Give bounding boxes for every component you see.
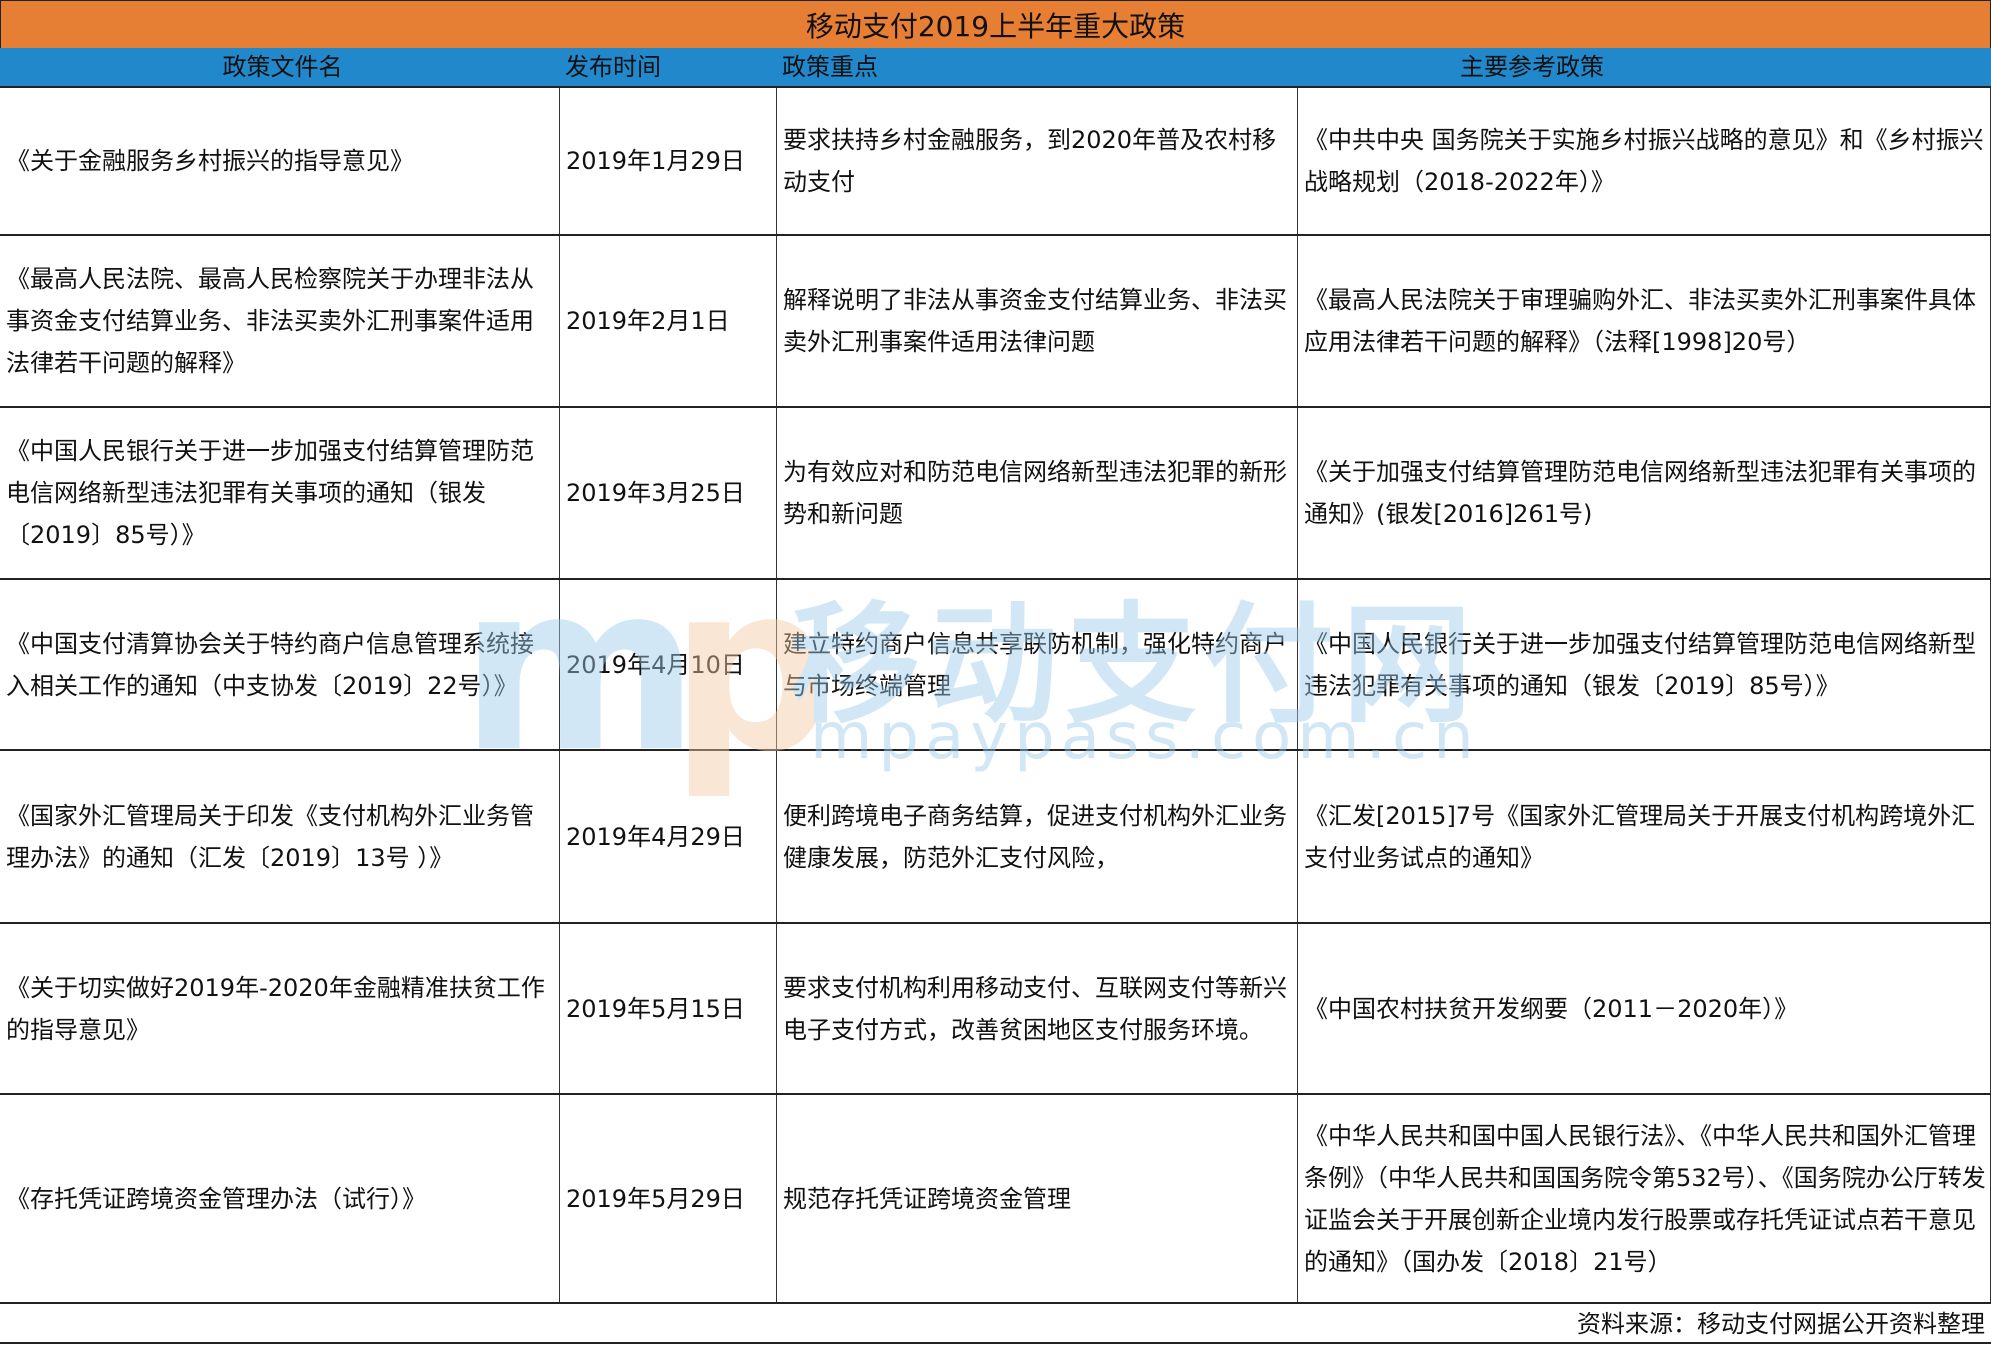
cell-text: 解释说明了非法从事资金支付结算业务、非法买卖外汇刑事案件适用法律问题 xyxy=(783,286,1287,356)
table-title: 移动支付2019上半年重大政策 xyxy=(0,0,1991,49)
policy-focus-cell: 建立特约商户信息共享联防机制，强化特约商户与市场终端管理 xyxy=(776,580,1297,749)
cell-text: 《中国支付清算协会关于特约商户信息管理系统接入相关工作的通知（中支协发〔2019… xyxy=(6,629,534,700)
policy-name-cell: 《中国支付清算协会关于特约商户信息管理系统接入相关工作的通知（中支协发〔2019… xyxy=(0,580,559,749)
policy-focus-cell: 规范存托凭证跨境资金管理 xyxy=(776,1095,1297,1302)
release-date-cell: 2019年5月29日 xyxy=(559,1095,776,1302)
table-header: 政策文件名 发布时间 政策重点 主要参考政策 xyxy=(0,48,1991,88)
release-date-cell: 2019年1月29日 xyxy=(559,88,776,234)
cell-text: 《最高人民法院关于审理骗购外汇、非法买卖外汇刑事案件具体应用法律若干问题的解释》… xyxy=(1304,286,1976,356)
release-date-cell: 2019年4月10日 xyxy=(559,580,776,749)
cell-text: 《关于加强支付结算管理防范电信网络新型违法犯罪有关事项的通知》(银发[2016]… xyxy=(1304,458,1976,528)
column-header-date: 发布时间 xyxy=(565,53,661,81)
cell-text: 要求扶持乡村金融服务，到2020年普及农村移动支付 xyxy=(783,126,1277,196)
cell-text: 《最高人民法院、最高人民检察院关于办理非法从事资金支付结算业务、非法买卖外汇刑事… xyxy=(6,265,534,377)
cell-text: 2019年4月10日 xyxy=(566,650,745,679)
cell-text: 《关于切实做好2019年-2020年金融精准扶贫工作的指导意见》 xyxy=(6,973,545,1044)
table-row: 《关于金融服务乡村振兴的指导意见》 2019年1月29日 要求扶持乡村金融服务，到2… xyxy=(0,88,1991,236)
reference-policy-cell: 《中国农村扶贫开发纲要（2011－2020年）》 xyxy=(1297,924,1991,1093)
policy-name-cell: 《关于切实做好2019年-2020年金融精准扶贫工作的指导意见》 xyxy=(0,924,559,1093)
cell-text: 便利跨境电子商务结算，促进支付机构外汇业务健康发展，防范外汇支付风险， xyxy=(783,801,1287,872)
cell-text: 2019年3月25日 xyxy=(566,479,745,507)
cell-text: 2019年5月29日 xyxy=(566,1184,745,1213)
cell-text: 《中国人民银行关于进一步加强支付结算管理防范电信网络新型违法犯罪有关事项的通知（… xyxy=(6,437,534,549)
cell-text: 《存托凭证跨境资金管理办法（试行）》 xyxy=(6,1184,426,1213)
cell-text: 《中华人民共和国中国人民银行法》、《中华人民共和国外汇管理条例》（中华人民共和国… xyxy=(1304,1121,1986,1276)
cell-text: 2019年4月29日 xyxy=(566,822,745,851)
policy-focus-cell: 便利跨境电子商务结算，促进支付机构外汇业务健康发展，防范外汇支付风险， xyxy=(776,751,1297,922)
release-date-cell: 2019年2月1日 xyxy=(559,236,776,406)
cell-text: 《汇发[2015]7号《国家外汇管理局关于开展支付机构跨境外汇支付业务试点的通知… xyxy=(1304,801,1976,872)
cell-text: 2019年5月15日 xyxy=(566,994,745,1023)
table-row: 《国家外汇管理局关于印发《支付机构外汇业务管理办法》的通知（汇发〔2019〕13… xyxy=(0,751,1991,924)
cell-text: 《中国农村扶贫开发纲要（2011－2020年）》 xyxy=(1304,994,1799,1023)
cell-text: 要求支付机构利用移动支付、互联网支付等新兴电子支付方式，改善贫困地区支付服务环境… xyxy=(783,973,1287,1044)
policy-name-cell: 《最高人民法院、最高人民检察院关于办理非法从事资金支付结算业务、非法买卖外汇刑事… xyxy=(0,236,559,406)
policy-focus-cell: 解释说明了非法从事资金支付结算业务、非法买卖外汇刑事案件适用法律问题 xyxy=(776,236,1297,406)
cell-text: 2019年1月29日 xyxy=(566,147,745,175)
column-header-reference: 主要参考政策 xyxy=(1460,53,1604,81)
cell-text: 为有效应对和防范电信网络新型违法犯罪的新形势和新问题 xyxy=(783,458,1287,528)
reference-policy-cell: 《中共中央 国务院关于实施乡村振兴战略的意见》和《乡村振兴战略规划（2018-2… xyxy=(1297,88,1991,234)
cell-text: 《国家外汇管理局关于印发《支付机构外汇业务管理办法》的通知（汇发〔2019〕13… xyxy=(6,801,534,872)
table-row: 《存托凭证跨境资金管理办法（试行）》 2019年5月29日 规范存托凭证跨境资金管理… xyxy=(0,1095,1991,1304)
reference-policy-cell: 《中国人民银行关于进一步加强支付结算管理防范电信网络新型违法犯罪有关事项的通知（… xyxy=(1297,580,1991,749)
reference-policy-cell: 《最高人民法院关于审理骗购外汇、非法买卖外汇刑事案件具体应用法律若干问题的解释》… xyxy=(1297,236,1991,406)
policy-name-cell: 《中国人民银行关于进一步加强支付结算管理防范电信网络新型违法犯罪有关事项的通知（… xyxy=(0,408,559,578)
table-row: 《中国支付清算协会关于特约商户信息管理系统接入相关工作的通知（中支协发〔2019… xyxy=(0,580,1991,751)
cell-text: 2019年2月1日 xyxy=(566,307,730,335)
policy-name-cell: 《国家外汇管理局关于印发《支付机构外汇业务管理办法》的通知（汇发〔2019〕13… xyxy=(0,751,559,922)
policy-focus-cell: 为有效应对和防范电信网络新型违法犯罪的新形势和新问题 xyxy=(776,408,1297,578)
policy-focus-cell: 要求支付机构利用移动支付、互联网支付等新兴电子支付方式，改善贫困地区支付服务环境… xyxy=(776,924,1297,1093)
table-row: 《最高人民法院、最高人民检察院关于办理非法从事资金支付结算业务、非法买卖外汇刑事… xyxy=(0,236,1991,408)
source-note: 资料来源：移动支付网据公开资料整理 xyxy=(0,1304,1991,1344)
policy-name-cell: 《存托凭证跨境资金管理办法（试行）》 xyxy=(0,1095,559,1302)
cell-text: 《关于金融服务乡村振兴的指导意见》 xyxy=(6,147,414,175)
reference-policy-cell: 《汇发[2015]7号《国家外汇管理局关于开展支付机构跨境外汇支付业务试点的通知… xyxy=(1297,751,1991,922)
reference-policy-cell: 《关于加强支付结算管理防范电信网络新型违法犯罪有关事项的通知》(银发[2016]… xyxy=(1297,408,1991,578)
cell-text: 《中共中央 国务院关于实施乡村振兴战略的意见》和《乡村振兴战略规划（2018-2… xyxy=(1304,126,1984,196)
table-row: 《中国人民银行关于进一步加强支付结算管理防范电信网络新型违法犯罪有关事项的通知（… xyxy=(0,408,1991,580)
policy-focus-cell: 要求扶持乡村金融服务，到2020年普及农村移动支付 xyxy=(776,88,1297,234)
reference-policy-cell: 《中华人民共和国中国人民银行法》、《中华人民共和国外汇管理条例》（中华人民共和国… xyxy=(1297,1095,1991,1302)
cell-text: 《中国人民银行关于进一步加强支付结算管理防范电信网络新型违法犯罪有关事项的通知（… xyxy=(1304,629,1976,700)
release-date-cell: 2019年4月29日 xyxy=(559,751,776,922)
column-header-name: 政策文件名 xyxy=(222,53,343,81)
cell-text: 规范存托凭证跨境资金管理 xyxy=(783,1184,1071,1213)
cell-text: 建立特约商户信息共享联防机制，强化特约商户与市场终端管理 xyxy=(783,629,1287,700)
table-row: 《关于切实做好2019年-2020年金融精准扶贫工作的指导意见》 2019年5月1… xyxy=(0,924,1991,1095)
release-date-cell: 2019年3月25日 xyxy=(559,408,776,578)
column-header-focus: 政策重点 xyxy=(782,53,878,81)
policy-name-cell: 《关于金融服务乡村振兴的指导意见》 xyxy=(0,88,559,234)
release-date-cell: 2019年5月15日 xyxy=(559,924,776,1093)
